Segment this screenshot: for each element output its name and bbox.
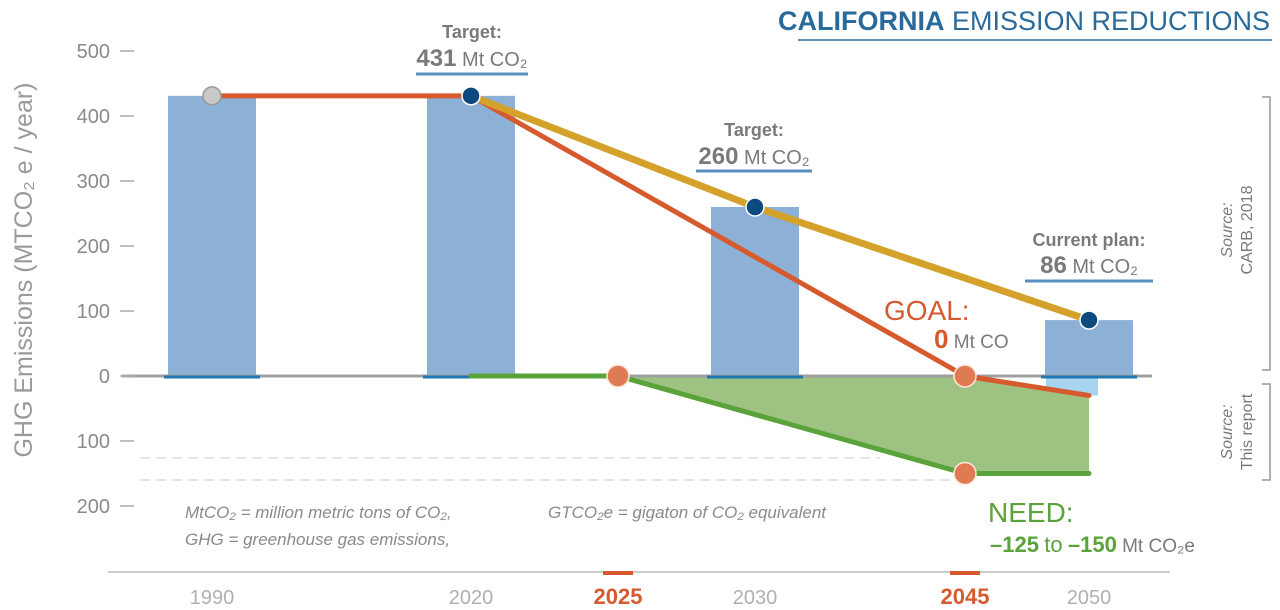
source-text: This report	[1239, 393, 1256, 470]
footnote: GTCO₂e = gigaton of CO₂ equivalent	[548, 503, 827, 522]
marker-1990	[202, 86, 222, 106]
y-tick-label: 100	[77, 301, 110, 323]
y-tick-label: 500	[77, 41, 110, 63]
marker-2045	[953, 461, 977, 486]
svg-text:0 Mt CO: 0 Mt CO	[934, 324, 1009, 354]
annotation-label: Target:	[442, 22, 502, 42]
footnotes: MtCO₂ = million metric tons of CO₂, GHG …	[185, 503, 827, 549]
annotation-2030: Target: 260 Mt CO₂	[696, 120, 812, 173]
annotation-label: Target:	[724, 120, 784, 140]
footnote: GHG = greenhouse gas emissions,	[185, 530, 450, 549]
svg-text:–125 to –150 Mt CO₂e: –125 to –150 Mt CO₂e	[990, 532, 1195, 557]
x-tick-label-2025: 2025	[594, 584, 643, 609]
annotation-unit: Mt CO₂	[462, 49, 528, 71]
title-bold: CALIFORNIA	[778, 6, 944, 36]
annotation-2050: Current plan: 86 Mt CO₂	[1025, 230, 1153, 283]
source-label: Source:	[1219, 404, 1236, 459]
annotation-unit: Mt CO₂	[744, 147, 810, 169]
need-annotation: NEED: –125 to –150 Mt CO₂e	[988, 497, 1195, 557]
bar-2020	[427, 95, 515, 376]
goal-unit: Mt CO	[954, 332, 1009, 353]
source-text: CARB, 2018	[1239, 185, 1256, 274]
bar-2030	[711, 207, 799, 376]
annotation-2020: Target: 431 Mt CO₂	[416, 22, 528, 76]
source-label: Source:	[1219, 202, 1236, 257]
marker-2025	[606, 364, 630, 388]
goal-label: GOAL:	[884, 295, 970, 326]
annotation-value: 431	[416, 45, 456, 72]
x-tick-label-2045: 2045	[941, 584, 990, 609]
annotation-label: Current plan:	[1032, 230, 1145, 250]
svg-text:260 Mt CO₂: 260 Mt CO₂	[698, 143, 809, 170]
need-to: –150	[1068, 532, 1117, 557]
y-tick-label: 0	[99, 366, 110, 388]
line-goal	[209, 93, 1092, 398]
chart-title: CALIFORNIA EMISSION REDUCTIONS	[778, 6, 1270, 36]
need-unit: Mt CO₂e	[1122, 536, 1195, 557]
title-rest: EMISSION REDUCTIONS	[952, 6, 1270, 36]
x-tick-label-1990: 1990	[190, 587, 235, 609]
annotation-value: 86	[1040, 252, 1067, 279]
goal-annotation: GOAL: 0 Mt CO	[884, 295, 1009, 354]
marker-2030	[745, 197, 765, 217]
source-carb: Source: CARB, 2018	[1219, 96, 1271, 371]
marker-2050	[1079, 310, 1099, 330]
marker-2045	[953, 364, 977, 388]
footnote: MtCO₂ = million metric tons of CO₂,	[185, 503, 452, 522]
y-tick-label: 300	[77, 171, 110, 193]
y-tick-label: 100	[77, 431, 110, 453]
need-from: –125	[990, 532, 1039, 557]
y-tick-label: 200	[77, 496, 110, 518]
x-tick-label-2020: 2020	[449, 587, 494, 609]
line-need	[468, 373, 1092, 476]
y-tick-label: 200	[77, 236, 110, 258]
annotation-unit: Mt CO₂	[1072, 256, 1138, 278]
svg-text:86 Mt CO₂: 86 Mt CO₂	[1040, 252, 1138, 279]
need-to-word: to	[1044, 532, 1062, 557]
source-report: Source: This report	[1219, 383, 1271, 481]
y-axis-label: GHG Emissions (MTCO₂ e / year)	[10, 82, 38, 457]
annotation-value: 260	[698, 143, 738, 170]
marker-2020	[461, 86, 481, 106]
svg-text:431 Mt CO₂: 431 Mt CO₂	[416, 45, 527, 72]
bar-1990	[168, 95, 256, 376]
goal-value: 0	[934, 324, 948, 354]
need-area	[618, 376, 1089, 474]
x-tick-label-2030: 2030	[733, 587, 778, 609]
x-tick-label-2050: 2050	[1067, 587, 1112, 609]
y-tick-label: 400	[77, 106, 110, 128]
need-label: NEED:	[988, 497, 1074, 528]
